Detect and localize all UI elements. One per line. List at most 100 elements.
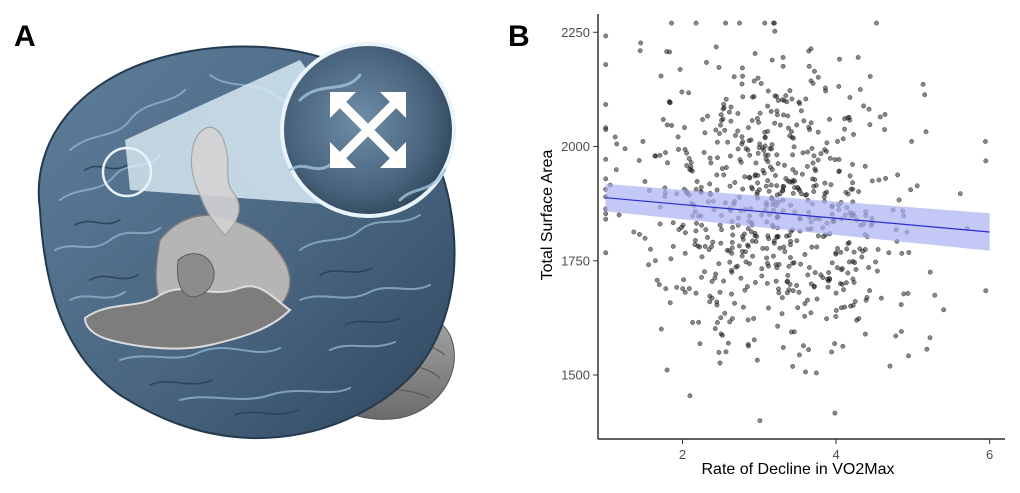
data-point bbox=[809, 145, 815, 151]
data-point bbox=[699, 274, 704, 280]
data-point bbox=[746, 174, 752, 180]
data-point bbox=[869, 178, 875, 184]
data-point bbox=[693, 20, 699, 26]
data-point bbox=[660, 117, 666, 122]
data-point bbox=[787, 179, 793, 185]
data-point bbox=[603, 156, 609, 162]
y-tick-label: 2000 bbox=[561, 139, 590, 154]
data-point bbox=[757, 141, 763, 147]
scatter-plot: 2 4 6 1500 1750 2000 2250 Rate of Decline in … bbox=[539, 14, 1005, 478]
data-point bbox=[781, 244, 787, 250]
data-point bbox=[603, 102, 609, 107]
data-point bbox=[754, 115, 760, 121]
data-point bbox=[780, 54, 786, 60]
data-point bbox=[603, 250, 609, 256]
data-point bbox=[784, 290, 790, 296]
data-point bbox=[702, 130, 708, 136]
data-point bbox=[723, 20, 729, 26]
data-point bbox=[688, 167, 694, 173]
data-point bbox=[811, 183, 817, 189]
data-point bbox=[752, 172, 758, 178]
data-point bbox=[755, 75, 761, 81]
data-point bbox=[694, 220, 699, 226]
data-point bbox=[735, 128, 741, 134]
data-point bbox=[808, 46, 814, 52]
data-point bbox=[690, 320, 696, 325]
data-point bbox=[775, 161, 781, 167]
data-point bbox=[663, 150, 668, 156]
data-point bbox=[823, 88, 829, 94]
data-point bbox=[768, 182, 774, 188]
data-point bbox=[783, 176, 789, 182]
data-point bbox=[765, 260, 770, 266]
data-point bbox=[726, 109, 732, 115]
data-point bbox=[714, 320, 720, 325]
data-point bbox=[857, 87, 863, 92]
data-point bbox=[859, 254, 865, 260]
data-point bbox=[791, 144, 797, 150]
data-point bbox=[686, 156, 692, 161]
data-point bbox=[839, 266, 845, 272]
data-point bbox=[782, 162, 787, 168]
data-point bbox=[847, 95, 853, 100]
data-point bbox=[798, 261, 804, 267]
data-point bbox=[800, 150, 806, 156]
data-point bbox=[657, 221, 663, 227]
data-point bbox=[867, 288, 873, 294]
data-point bbox=[686, 90, 692, 96]
data-point bbox=[614, 141, 620, 147]
data-point bbox=[774, 183, 780, 189]
data-point bbox=[794, 238, 800, 244]
data-point bbox=[706, 247, 712, 253]
magnifier-lens bbox=[280, 42, 456, 218]
data-point bbox=[677, 66, 683, 72]
data-point bbox=[771, 238, 777, 244]
data-point bbox=[803, 96, 809, 102]
data-point bbox=[818, 272, 824, 278]
data-point bbox=[790, 135, 796, 141]
data-point bbox=[729, 291, 734, 297]
data-point bbox=[708, 160, 714, 166]
data-point bbox=[790, 260, 796, 266]
data-point bbox=[772, 120, 778, 126]
data-point bbox=[757, 110, 763, 116]
data-point bbox=[722, 127, 728, 133]
panel-b: B 2 4 6 1500 1750 2000 2250 Rate of Decline i… bbox=[508, 14, 1005, 478]
data-point bbox=[765, 103, 771, 109]
data-point bbox=[899, 250, 905, 256]
data-point bbox=[982, 139, 988, 144]
data-point bbox=[723, 349, 729, 355]
data-point bbox=[795, 305, 801, 311]
data-point bbox=[762, 143, 768, 149]
data-point bbox=[774, 93, 780, 99]
data-point bbox=[652, 153, 658, 159]
data-point bbox=[667, 49, 673, 55]
data-point bbox=[739, 65, 745, 71]
data-point bbox=[754, 357, 760, 363]
data-point bbox=[874, 268, 880, 274]
data-point bbox=[920, 81, 926, 87]
data-point bbox=[787, 88, 793, 94]
data-point bbox=[665, 160, 670, 166]
data-point bbox=[841, 287, 846, 293]
data-point bbox=[702, 269, 707, 275]
data-point bbox=[735, 263, 740, 269]
data-point bbox=[733, 133, 738, 138]
data-point bbox=[714, 139, 720, 145]
data-point bbox=[764, 280, 770, 286]
data-point bbox=[792, 185, 798, 191]
data-point bbox=[781, 184, 787, 190]
data-point bbox=[927, 335, 933, 341]
data-point bbox=[740, 139, 746, 145]
data-point bbox=[656, 282, 662, 288]
data-point bbox=[749, 184, 754, 190]
data-point bbox=[808, 120, 814, 126]
data-point bbox=[805, 272, 811, 278]
data-point bbox=[796, 352, 802, 358]
data-point bbox=[764, 246, 770, 251]
data-point bbox=[835, 138, 840, 144]
data-point bbox=[774, 152, 780, 158]
data-point bbox=[847, 173, 853, 179]
data-point bbox=[845, 270, 851, 276]
data-point bbox=[827, 155, 833, 161]
